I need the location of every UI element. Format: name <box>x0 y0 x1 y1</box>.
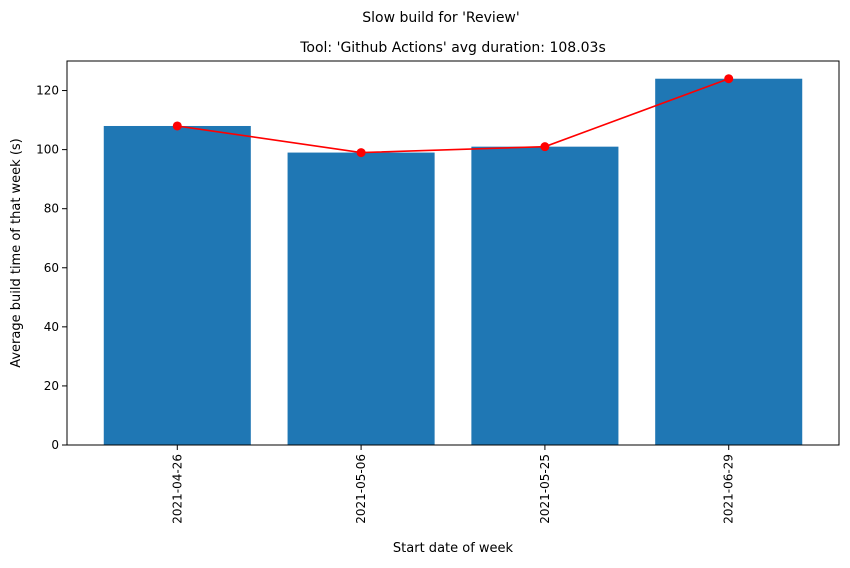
y-axis-label: Average build time of that week (s) <box>9 138 24 368</box>
y-tick-label: 60 <box>44 261 59 275</box>
y-tick-label: 80 <box>44 202 59 216</box>
bar-2021-05-25 <box>471 146 619 445</box>
x-tick-label: 2021-05-25 <box>538 454 552 524</box>
y-tick-label: 120 <box>36 84 59 98</box>
plot-frame <box>66 60 840 446</box>
line-group <box>172 74 734 158</box>
y-tick-label: 20 <box>44 379 59 393</box>
trend-point-2021-05-06 <box>356 148 366 158</box>
y-tick-label: 100 <box>36 143 59 157</box>
chart-title: Tool: 'Github Actions' avg duration: 108… <box>299 40 606 56</box>
x-tick-label: 2021-06-29 <box>722 454 736 524</box>
x-tick-label: 2021-04-26 <box>170 454 184 524</box>
chart-suptitle: Slow build for 'Review' <box>362 10 519 26</box>
x-axis-label: Start date of week <box>393 541 514 556</box>
bar-2021-04-26 <box>103 125 251 445</box>
trend-point-2021-04-26 <box>172 121 182 131</box>
trend-point-2021-05-25 <box>540 142 550 152</box>
bars-group <box>103 78 803 446</box>
trend-line <box>177 77 729 154</box>
x-tick-label: 2021-05-06 <box>354 454 368 524</box>
bar-2021-06-29 <box>655 78 803 445</box>
x-axis: 2021-04-26 2021-05-06 2021-05-25 2021-06-29 <box>170 445 736 524</box>
trend-point-2021-06-29 <box>724 74 734 84</box>
y-axis: 0 20 40 60 80 100 120 <box>36 84 67 452</box>
y-tick-label: 40 <box>44 320 59 334</box>
bar-2021-05-06 <box>287 152 435 446</box>
y-tick-label: 0 <box>51 438 59 452</box>
